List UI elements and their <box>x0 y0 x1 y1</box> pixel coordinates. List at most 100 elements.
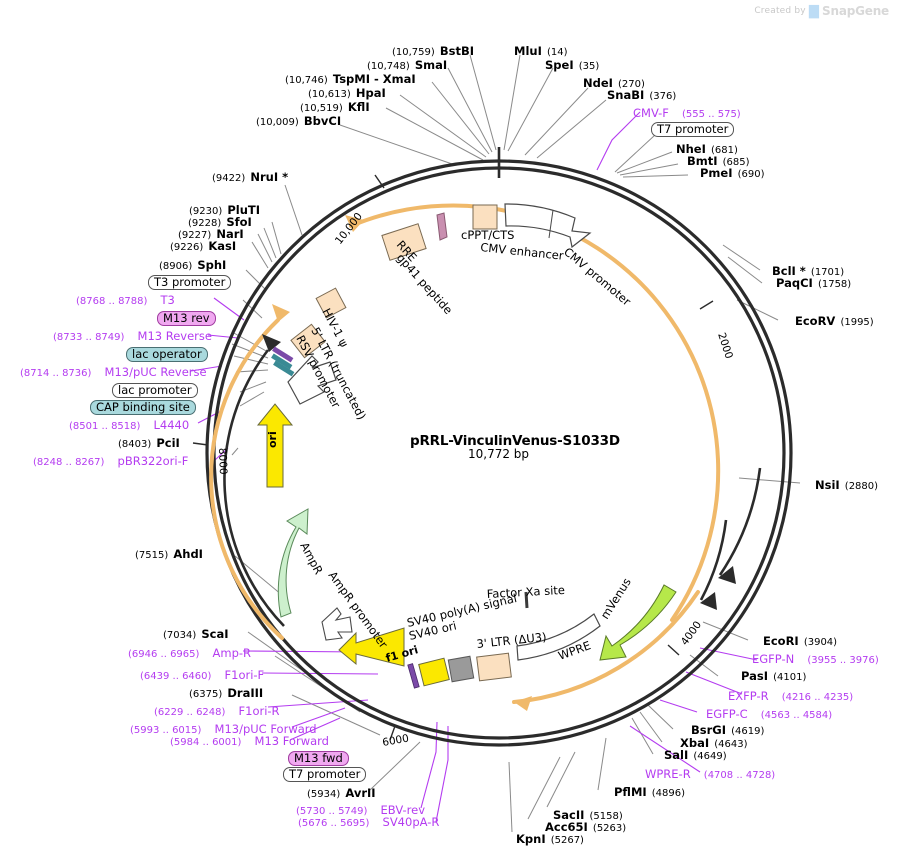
enzyme-label-bbvci: (10,009) BbvCI <box>256 112 341 129</box>
primer-label-f1ori-f: (6439 .. 6460) F1ori-F <box>140 666 264 683</box>
enzyme-label-pasi: PasI (4101) <box>741 667 806 684</box>
enzyme-pos: (4643) <box>714 739 748 750</box>
primer-name: M13 Reverse <box>137 329 212 343</box>
enzyme-name: HpaI <box>355 86 386 100</box>
boxed-lac-operator: lac operator <box>126 345 208 363</box>
enzyme-name: BmtI <box>687 154 718 168</box>
enzyme-label-sphi: (8906) SphI <box>159 256 226 273</box>
boxed-label: CAP binding site <box>90 400 196 416</box>
primer-range: (5984 .. 6001) <box>170 737 242 748</box>
enzyme-name: TspMI - XmaI <box>332 72 416 86</box>
enzyme-pos: (690) <box>737 169 765 180</box>
dark-track-arrows <box>223 349 762 627</box>
primer-range: (8733 .. 8749) <box>53 332 125 343</box>
enzyme-name: NruI * <box>250 170 289 184</box>
enzyme-name: DraIII <box>227 686 264 700</box>
primer-name: L4440 <box>153 418 190 432</box>
enzyme-pos: (5267) <box>550 835 584 846</box>
enzyme-pos: (10,746) <box>285 75 328 86</box>
orange-arrowhead-bottom <box>514 696 532 711</box>
orange-tracks <box>209 203 721 704</box>
enzyme-label-ndei: NdeI (270) <box>583 74 645 91</box>
feature-hiv1-psi-block <box>315 287 347 319</box>
primer-label-f1ori-r: (6229 .. 6248) F1ori-R <box>154 702 280 719</box>
feature-label-2000: 2000 <box>715 331 735 360</box>
primer-label-wpre-r: WPRE-R (4708 .. 4728) <box>645 765 775 782</box>
enzyme-name: KasI <box>208 239 237 253</box>
enzyme-pos: (4101) <box>773 672 807 683</box>
primer-name: Amp-R <box>212 646 252 660</box>
primer-range: (4216 .. 4235) <box>781 692 854 703</box>
enzyme-name: EcoRV <box>795 314 836 328</box>
primer-label-ebv-rev: (5730 .. 5749) EBV-rev <box>296 801 425 818</box>
primer-label-m13-puc-forward: (5993 .. 6015) M13/pUC Forward <box>130 720 317 737</box>
enzyme-label-sfoi: (9228) SfoI <box>188 213 252 230</box>
enzyme-pos: (5934) <box>307 789 341 800</box>
enzyme-name: NdeI <box>583 76 613 90</box>
primer-label-exfp-r: EXFP-R (4216 .. 4235) <box>728 687 853 704</box>
feature-label-factor-xa: Factor Xa site <box>486 583 565 601</box>
enzyme-name: NsiI <box>815 478 840 492</box>
primer-label-m13-forward: (5984 .. 6001) M13 Forward <box>170 732 329 749</box>
enzyme-label-sali: SalI (4649) <box>664 746 727 763</box>
enzyme-pos: (1758) <box>817 279 852 290</box>
enzyme-pos: (6375) <box>189 689 223 700</box>
enzyme-name: BbvCI <box>303 114 342 128</box>
feature-f1-ori-arrow <box>338 627 405 667</box>
enzyme-name: PciI <box>156 436 180 450</box>
enzyme-pos: (10,759) <box>392 47 435 58</box>
enzyme-pos: (9230) <box>189 206 223 217</box>
enzyme-pos: (10,519) <box>300 103 343 114</box>
feature-rre-block <box>381 223 427 261</box>
enzyme-name: AhdI <box>173 547 203 561</box>
enzyme-label-bstbi: (10,759) BstBI <box>392 42 474 59</box>
enzyme-label-spei: SpeI (35) <box>545 56 599 73</box>
primer-range: (4708 .. 4728) <box>703 770 776 781</box>
primer-range: (8248 .. 8267) <box>33 457 105 468</box>
dark-arrowhead-3 <box>262 334 281 352</box>
enzyme-name: KflI <box>347 100 370 114</box>
boxed-label: T3 promoter <box>148 275 232 291</box>
enzyme-label-hpai: (10,613) HpaI <box>308 84 386 101</box>
enzyme-label-mlui: MluI (14) <box>514 42 567 59</box>
feature-wpre-block <box>516 613 601 661</box>
enzyme-label-bcli: BclI * (1701) <box>772 262 844 279</box>
enzyme-label-kfli: (10,519) KflI <box>300 98 370 115</box>
primer-range: (8714 .. 8736) <box>20 368 92 379</box>
enzyme-pos: (681) <box>710 145 738 156</box>
primer-range: (555 .. 575) <box>682 109 741 120</box>
watermark-prefix: Created by <box>754 6 806 16</box>
primer-range: (4563 .. 4584) <box>760 710 833 721</box>
enzyme-label-pmei: PmeI (690) <box>700 164 764 181</box>
primer-name: M13/pUC Reverse <box>104 365 207 379</box>
boxed-label: lac promoter <box>112 383 198 399</box>
feature-gp41-peptide <box>436 212 448 241</box>
enzyme-name: SmaI <box>414 58 448 72</box>
primer-label-egfp-n: EGFP-N (3955 .. 3976) <box>752 650 879 667</box>
dark-arrowhead-2 <box>700 592 717 610</box>
enzyme-label-ecori: EcoRI (3904) <box>763 632 837 649</box>
enzyme-pos: (9227) <box>178 230 212 241</box>
enzyme-name: PasI <box>741 669 769 683</box>
enzyme-name: AvrII <box>345 786 376 800</box>
enzyme-label-kasi: (9226) KasI <box>170 237 236 254</box>
boxed-t3-promoter: T3 promoter <box>148 273 232 291</box>
enzyme-name: PaqCI <box>776 276 813 290</box>
primer-name: EGFP-N <box>752 652 795 666</box>
enzyme-label-nrui: (9422) NruI * <box>212 168 288 185</box>
primer-label-pbr322ori-f: (8248 .. 8267) pBR322ori-F <box>33 452 188 469</box>
enzyme-label-pcii: (8403) PciI <box>118 434 180 451</box>
enzyme-name: EcoRI <box>763 634 799 648</box>
boxed-label: M13 fwd <box>288 751 349 767</box>
enzyme-name: BclI * <box>772 264 806 278</box>
enzyme-label-nari: (9227) NarI <box>178 225 244 242</box>
leader-lines <box>231 54 801 833</box>
feature-label-mvenus: mVenus <box>598 575 634 621</box>
enzyme-label-nhei: NheI (681) <box>676 140 738 157</box>
feature-mvenus-arrow <box>599 584 677 661</box>
feature-3-ltr-block <box>476 652 512 682</box>
enzyme-label-sacii: SacII (5158) <box>553 806 623 823</box>
feature-ampr-arrow <box>277 508 309 618</box>
boxed-label: T7 promoter <box>651 122 735 138</box>
